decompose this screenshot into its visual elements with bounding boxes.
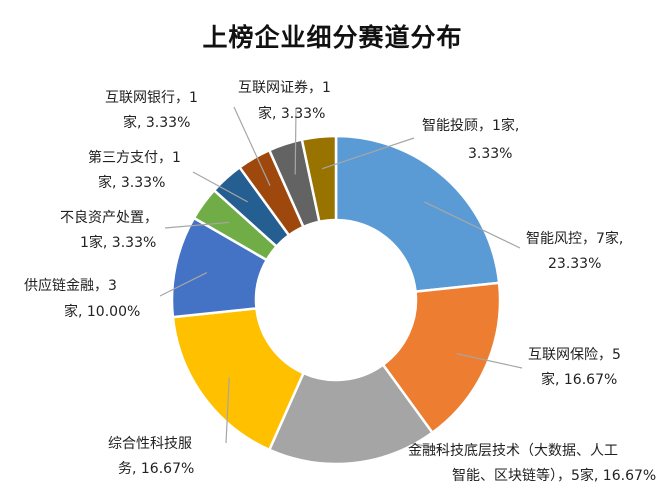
- data-label-8-line-0: 互联网证券，1: [238, 80, 331, 96]
- data-label-4-line-0: 供应链金融，3: [24, 277, 117, 294]
- leader-line-0: [424, 201, 521, 249]
- donut-slice-9: [300, 134, 338, 224]
- data-label-1-line-1: 家, 16.67%: [541, 371, 617, 388]
- data-label-6-line-1: 家, 3.33%: [98, 174, 165, 191]
- data-label-9-line-0: 智能投顾，1家,: [422, 117, 519, 134]
- data-label-2-line-0: 金融科技底层技术（大数据、人工: [408, 443, 618, 459]
- data-label-9-line-1: 3.33%: [468, 146, 512, 162]
- data-label-6-line-0: 第三方支付，1: [88, 149, 181, 166]
- data-label-5-line-0: 不良资产处置，: [60, 210, 158, 226]
- data-label-2-line-1: 智能、区块链等），5家, 16.67%: [452, 467, 656, 484]
- donut-slice-3: [171, 306, 306, 452]
- data-label-7-line-1: 家, 3.33%: [123, 114, 190, 131]
- donut-slice-1: [381, 281, 502, 435]
- donut-slice-0: [334, 134, 501, 294]
- data-label-7-line-0: 互联网银行，1: [105, 90, 198, 106]
- leader-line-8: [294, 107, 297, 175]
- data-label-3-line-0: 综合性科技服: [108, 436, 192, 452]
- leader-line-4: [159, 272, 208, 297]
- leader-line-1: [456, 353, 523, 369]
- leader-line-9: [322, 137, 415, 170]
- leader-line-3: [225, 377, 230, 444]
- chart-title: 上榜企业细分赛道分布: [202, 23, 463, 52]
- leader-line-6: [192, 171, 248, 203]
- leader-line-2: [349, 430, 446, 451]
- data-label-1-line-0: 互联网保险，5: [528, 347, 621, 363]
- data-label-0-line-1: 23.33%: [548, 256, 601, 272]
- leader-line-7: [233, 106, 271, 186]
- data-label-5-line-1: 1家, 3.33%: [80, 234, 156, 251]
- data-label-3-line-1: 务, 16.67%: [118, 461, 194, 477]
- data-label-0-line-0: 智能风控，7家,: [526, 230, 623, 247]
- data-label-4-line-1: 家, 10.00%: [64, 303, 140, 320]
- leader-line-5: [164, 221, 230, 229]
- data-label-8-line-1: 家, 3.33%: [258, 105, 325, 122]
